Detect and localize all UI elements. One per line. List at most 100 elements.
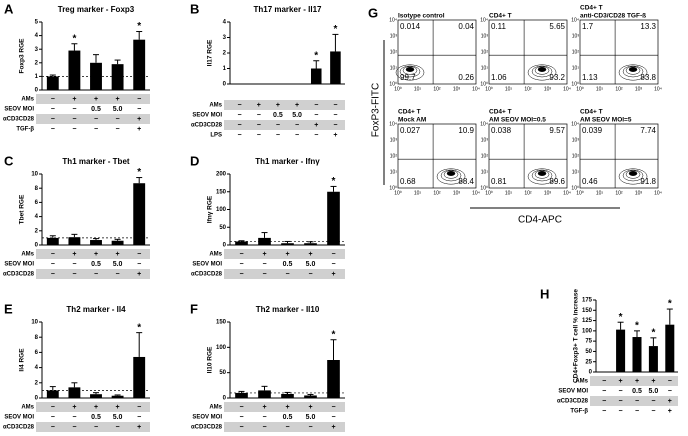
row-cell: − [72, 261, 76, 268]
y-tick-label: 75 [585, 339, 592, 345]
row-cell: 5.0 [306, 414, 316, 421]
y-axis-label: Foxp3 RGE [19, 38, 26, 74]
row-cell: − [619, 388, 623, 395]
significance: * [314, 50, 318, 61]
x-tick-label: 10¹ [414, 190, 422, 196]
x-tick-label: 10⁴ [472, 86, 480, 92]
density-contour [537, 171, 547, 176]
bar [133, 39, 146, 90]
y-tick-label: 0 [35, 396, 39, 402]
bar [111, 395, 124, 398]
y-tick-label: 200 [216, 172, 227, 178]
row-label: αCD3CD28 [191, 272, 223, 278]
row-cell: − [285, 271, 289, 278]
bar [327, 191, 340, 245]
quadrant-value: 1.13 [582, 73, 598, 82]
row-label: αCD3CD28 [191, 425, 223, 431]
y-tick-label: 10⁰ [389, 185, 397, 191]
row-cell: 0.5 [273, 112, 283, 119]
y-tick-label: 8 [35, 335, 39, 341]
row-cell: + [94, 404, 98, 411]
row-label: AMs [209, 252, 222, 258]
row-cell: 0.5 [91, 414, 101, 421]
panel-letter: B [190, 1, 199, 16]
row-cell: + [331, 271, 335, 278]
x-tick-label: 10¹ [505, 190, 513, 196]
bar [632, 337, 642, 372]
row-cell: − [72, 116, 76, 123]
row-label: AMs [209, 103, 222, 109]
density-contour [436, 168, 466, 185]
quadrant-value: 0.68 [400, 177, 416, 186]
y-tick-label: 125 [582, 318, 593, 324]
row-band [224, 100, 345, 110]
panel-title: Th17 marker - Il17 [253, 5, 322, 14]
row-band [36, 269, 150, 279]
row-cell: + [619, 378, 623, 385]
row-cell: − [51, 414, 55, 421]
panel-title: Th1 marker - Tbet [62, 157, 129, 166]
y-axis-label: FoxP3-FITC [371, 83, 382, 137]
y-tick-label: 10² [390, 153, 398, 159]
bar [235, 392, 248, 398]
bar [46, 390, 59, 398]
row-label: αCD3CD28 [3, 272, 35, 278]
bar [46, 237, 59, 245]
row-label: LPS [210, 133, 222, 139]
y-tick-label: 50 [585, 349, 592, 355]
y-axis-label: Ifnγ RGE [207, 195, 214, 223]
row-cell: − [51, 116, 55, 123]
plot-frame [579, 123, 659, 189]
row-cell: − [116, 126, 120, 133]
row-cell: + [635, 378, 639, 385]
row-cell: − [51, 261, 55, 268]
row-cell: + [314, 122, 318, 129]
bar [68, 50, 81, 90]
density-contour [527, 168, 557, 185]
y-tick-label: 100 [582, 328, 593, 334]
row-cell: + [333, 132, 337, 139]
row-label: AMs [575, 379, 588, 385]
density-contour [405, 67, 415, 72]
row-cell: − [238, 112, 242, 119]
row-cell: − [262, 414, 266, 421]
row-label: AMs [21, 252, 34, 258]
y-tick-label: 10¹ [390, 65, 398, 71]
row-label: SEOV MOI [192, 415, 222, 421]
row-cell: 0.5 [283, 414, 293, 421]
y-tick-label: 2 [35, 380, 39, 386]
row-cell: 5.0 [113, 106, 123, 113]
x-tick-label: 10⁰ [485, 190, 493, 196]
x-tick-label: 10³ [635, 86, 643, 92]
row-cell: + [72, 251, 76, 258]
row-cell: 0.5 [632, 388, 642, 395]
x-tick-label: 10² [615, 190, 623, 196]
row-cell: + [72, 404, 76, 411]
row-band [36, 422, 150, 432]
row-cell: − [72, 414, 76, 421]
x-tick-label: 10⁰ [394, 190, 402, 196]
x-tick-label: 10⁴ [654, 86, 662, 92]
row-cell: − [257, 132, 261, 139]
row-cell: + [285, 251, 289, 258]
y-tick-label: 10³ [572, 137, 580, 143]
bar [68, 237, 81, 245]
row-label: SEOV MOI [558, 389, 588, 395]
x-tick-label: 10⁰ [576, 86, 584, 92]
row-cell: − [635, 408, 639, 415]
x-tick-label: 10¹ [596, 86, 604, 92]
row-cell: − [602, 378, 606, 385]
y-tick-label: 150 [216, 189, 227, 195]
row-cell: − [72, 126, 76, 133]
bar [648, 346, 658, 372]
bar [133, 356, 146, 398]
y-tick-label: 150 [582, 308, 593, 314]
row-cell: − [331, 404, 335, 411]
row-cell: 5.0 [306, 261, 316, 268]
y-tick-label: 4 [223, 20, 227, 26]
row-cell: − [137, 404, 141, 411]
x-tick-label: 10² [524, 86, 532, 92]
row-cell: + [331, 424, 335, 431]
plot-title: CD4+ T [580, 5, 603, 12]
density-contour [534, 66, 550, 75]
